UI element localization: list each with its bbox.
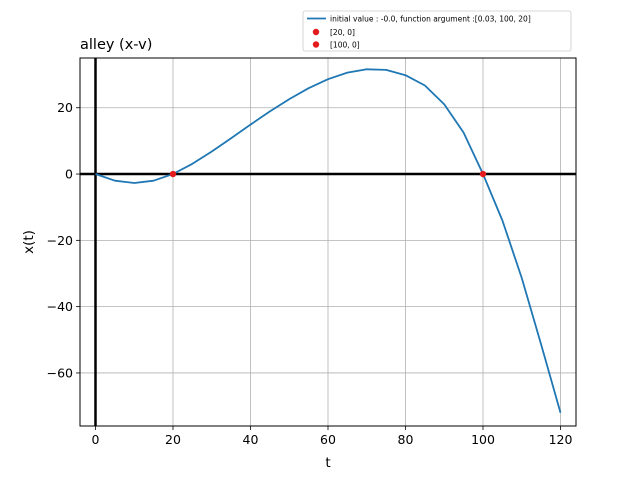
- reference-lines: [80, 58, 576, 426]
- y-tick-label: 0: [65, 167, 73, 182]
- y-tick-label: 20: [57, 100, 73, 115]
- y-tick-label: −40: [47, 299, 73, 314]
- legend-point-marker: [312, 41, 320, 48]
- y-tick-label: −20: [47, 233, 73, 248]
- points-layer: [169, 170, 487, 178]
- x-ticks: 0 20 40 60 80 100 120: [92, 426, 573, 447]
- chart-title: alley (x-v): [80, 37, 152, 53]
- x-tick-label: 20: [165, 432, 181, 447]
- legend-label: [20, 0]: [330, 28, 355, 37]
- x-tick-label: 40: [243, 432, 259, 447]
- legend-label: initial value : -0.0, function argument …: [330, 14, 531, 23]
- legend-label: [100, 0]: [330, 40, 360, 49]
- y-ticks: −60 −40 −20 0 20: [47, 100, 80, 380]
- data-point: [479, 170, 487, 178]
- x-tick-label: 60: [320, 432, 336, 447]
- x-tick-label: 100: [471, 432, 495, 447]
- x-axis-label: t: [325, 455, 330, 471]
- x-tick-label: 120: [549, 432, 573, 447]
- legend-point-marker: [312, 28, 320, 36]
- legend: initial value : -0.0, function argument …: [302, 10, 572, 52]
- y-tick-label: −60: [47, 365, 73, 380]
- data-point: [169, 170, 177, 178]
- legend-box: [302, 10, 572, 52]
- x-tick-label: 80: [398, 432, 414, 447]
- x-tick-label: 0: [92, 432, 100, 447]
- y-axis-label: x(t): [21, 230, 37, 254]
